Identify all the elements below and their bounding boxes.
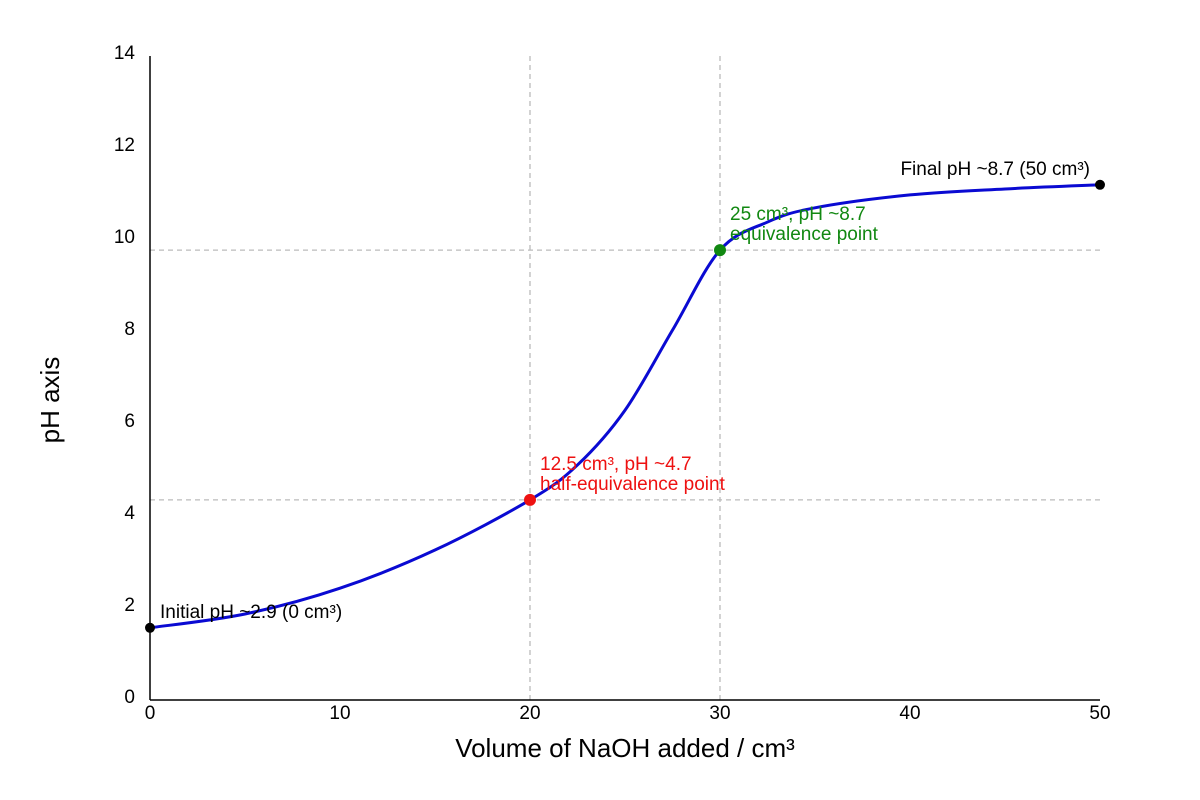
y-tick-label: 6 [124, 411, 135, 432]
y-tick-label: 14 [114, 43, 136, 64]
point-annotation: equivalence point [730, 224, 879, 245]
point-annotation: Initial pH ~2.9 (0 cm³) [160, 602, 342, 623]
y-tick-label: 4 [124, 503, 135, 524]
point-marker [1095, 179, 1105, 190]
x-tick-label: 40 [899, 703, 920, 724]
point-marker [145, 622, 155, 633]
point-annotation: Final pH ~8.7 (50 cm³) [900, 159, 1090, 180]
point-annotation: 25 cm³, pH ~8.7 [730, 204, 866, 225]
y-axis-label: pH axis [35, 357, 65, 444]
y-tick-label: 2 [124, 595, 135, 616]
x-tick-label: 0 [145, 703, 156, 724]
x-tick-label: 30 [709, 703, 730, 724]
x-tick-label: 10 [329, 703, 350, 724]
point-annotation: half-equivalence point [540, 474, 726, 495]
x-tick-label: 20 [519, 703, 540, 724]
point-marker [524, 493, 536, 506]
y-tick-label: 0 [124, 687, 135, 708]
x-tick-label: 50 [1089, 703, 1110, 724]
point-marker [714, 244, 726, 257]
x-axis-label: Volume of NaOH added / cm³ [455, 733, 795, 763]
y-tick-label: 8 [124, 319, 135, 340]
y-tick-label: 12 [114, 135, 135, 156]
y-tick-label: 10 [114, 227, 135, 248]
titration-curve [149, 183, 1101, 630]
point-annotation: 12.5 cm³, pH ~4.7 [540, 454, 692, 475]
